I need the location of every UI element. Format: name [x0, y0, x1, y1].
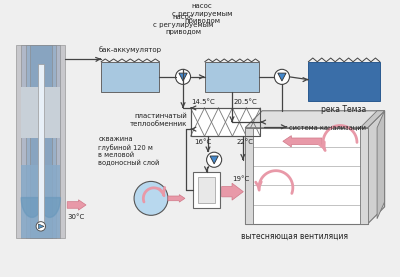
Circle shape — [206, 152, 222, 167]
Polygon shape — [21, 198, 43, 217]
Bar — [101, 62, 160, 92]
Polygon shape — [278, 73, 286, 81]
Text: система канализации: система канализации — [288, 124, 366, 130]
Text: 22°С: 22°С — [236, 139, 254, 145]
FancyArrow shape — [168, 195, 185, 202]
Bar — [198, 177, 215, 203]
Text: пластинчатый
теплообменник: пластинчатый теплообменник — [130, 114, 187, 127]
Bar — [205, 62, 259, 92]
Polygon shape — [368, 111, 385, 224]
Circle shape — [134, 181, 168, 215]
Text: насос
с регулируемым
приводом: насос с регулируемым приводом — [153, 14, 213, 35]
Polygon shape — [179, 73, 187, 81]
Bar — [30, 45, 52, 238]
Bar — [245, 128, 368, 224]
Circle shape — [176, 69, 190, 84]
Bar — [194, 172, 220, 208]
Bar — [190, 108, 260, 136]
Bar — [360, 128, 368, 224]
Text: 14.5°С: 14.5°С — [191, 99, 215, 105]
Bar — [26, 45, 56, 238]
Text: вытесняющая вентиляция: вытесняющая вентиляция — [240, 231, 348, 240]
Text: бак-аккумулятор: бак-аккумулятор — [99, 47, 162, 53]
Polygon shape — [245, 111, 385, 128]
Text: 30°С: 30°С — [67, 214, 84, 220]
Bar — [38, 64, 44, 222]
Polygon shape — [210, 156, 218, 164]
Polygon shape — [377, 111, 385, 219]
Bar — [21, 87, 60, 137]
FancyArrow shape — [222, 183, 243, 200]
Text: 16°С: 16°С — [194, 139, 212, 145]
Text: 20.5°С: 20.5°С — [233, 99, 257, 105]
Text: насос
с регулируемым
приводом: насос с регулируемым приводом — [172, 3, 232, 24]
Circle shape — [36, 222, 46, 231]
FancyArrow shape — [283, 136, 322, 147]
Polygon shape — [360, 111, 385, 128]
Circle shape — [274, 69, 290, 84]
Text: 19°С: 19°С — [232, 176, 249, 182]
FancyArrow shape — [67, 200, 86, 210]
Bar — [21, 45, 60, 238]
Bar — [190, 108, 260, 136]
Text: река Темза: река Темза — [322, 105, 367, 114]
Text: скважина
глубиной 120 м
в меловой
водоносный слой: скважина глубиной 120 м в меловой водоно… — [98, 136, 160, 166]
Bar — [308, 62, 380, 101]
Bar — [21, 165, 60, 238]
Bar — [16, 45, 65, 238]
Bar — [245, 128, 253, 224]
Polygon shape — [38, 224, 44, 229]
Polygon shape — [39, 198, 60, 217]
